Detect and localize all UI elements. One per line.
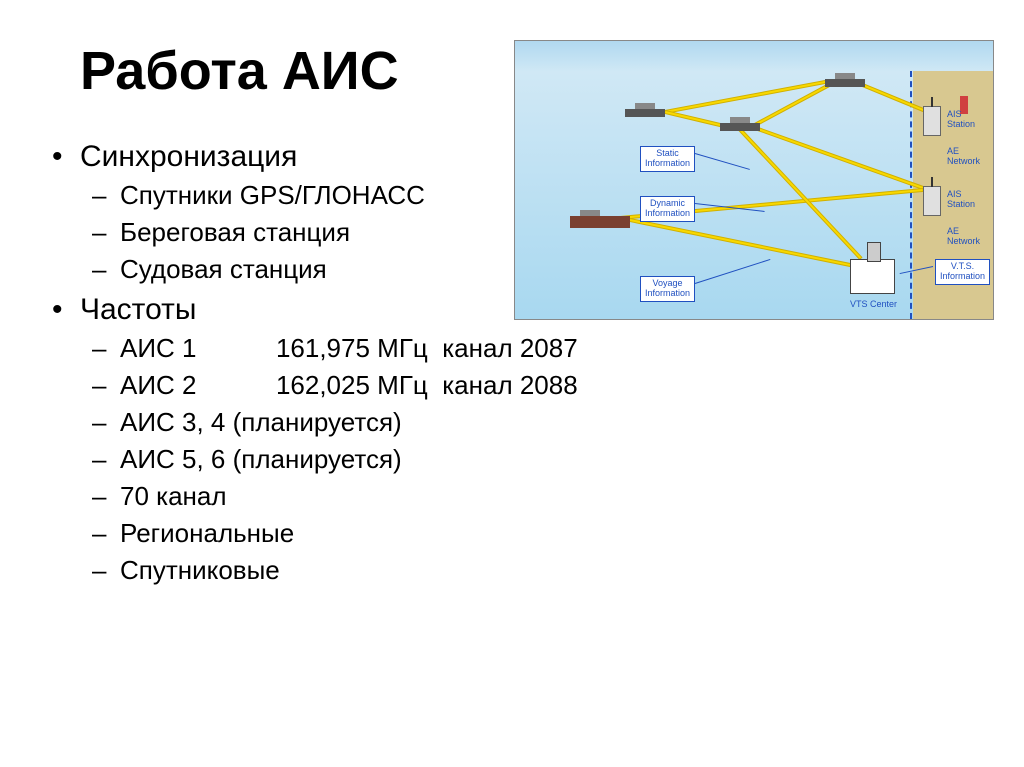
- plain-label-ais_station-0: AISStation: [947, 109, 975, 129]
- plain-label-ais_station-2: AISStation: [947, 189, 975, 209]
- plain-label-ae_network-1: AENetwork: [947, 146, 980, 166]
- label-box-vts_info-3: V.T.S.Information: [935, 259, 990, 285]
- bullet-freq-4: 70 канал: [120, 481, 974, 512]
- bullet-freq-0: АИС 1 161,975 МГц канал 2087: [120, 333, 974, 364]
- label-box-voyage-2: VoyageInformation: [640, 276, 695, 302]
- plain-label-vts_center-4: VTS Center: [850, 299, 897, 309]
- ais-tower-0: [923, 106, 941, 136]
- bullet-freq-5: Региональные: [120, 518, 974, 549]
- bullet-freq-3: АИС 5, 6 (планируется): [120, 444, 974, 475]
- plain-label-ae_network-3: AENetwork: [947, 226, 980, 246]
- ais-diagram: StaticInformation DynamicInformation Voyag…: [514, 40, 994, 320]
- ais-tower-1: [923, 186, 941, 216]
- ship-3: [570, 216, 630, 228]
- vts-center: [850, 259, 895, 294]
- ship-0: [625, 109, 665, 117]
- ship-1: [825, 79, 865, 87]
- bullet-freq-2: АИС 3, 4 (планируется): [120, 407, 974, 438]
- ship-2: [720, 123, 760, 131]
- bullet-freq-6: Спутниковые: [120, 555, 974, 586]
- label-box-dynamic-1: DynamicInformation: [640, 196, 695, 222]
- bullet-freq-1: АИС 2 162,025 МГц канал 2088: [120, 370, 974, 401]
- label-box-static-0: StaticInformation: [640, 146, 695, 172]
- diagram-sky: [515, 41, 993, 71]
